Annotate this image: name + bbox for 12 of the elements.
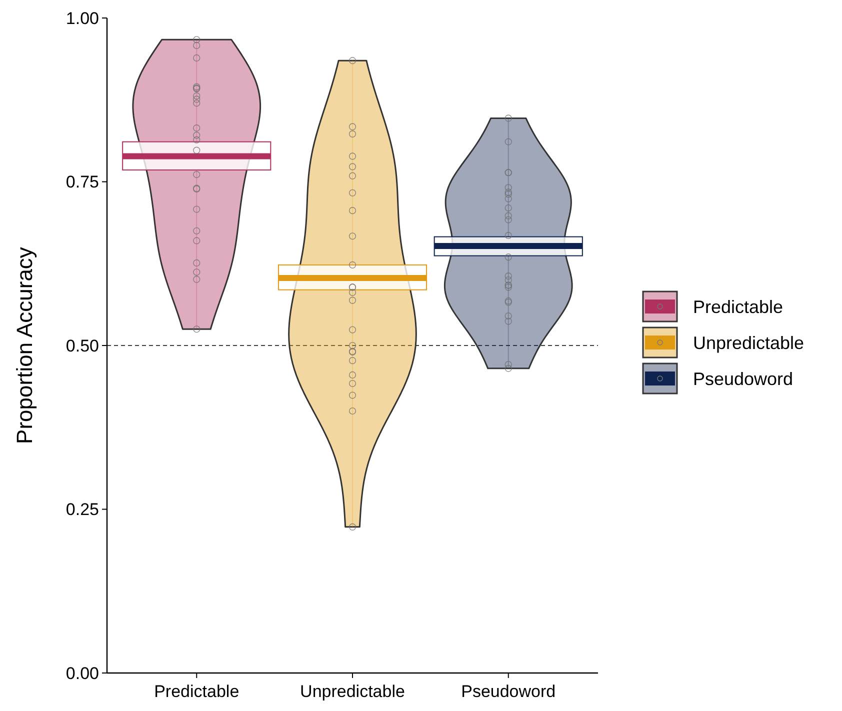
y-tick-label: 0.75 bbox=[66, 172, 99, 192]
y-tick-label: 0.00 bbox=[66, 664, 99, 683]
y-tick-label: 1.00 bbox=[66, 8, 99, 28]
y-tick-label: 0.50 bbox=[66, 336, 99, 356]
x-tick-label: Unpredictable bbox=[300, 682, 405, 701]
x-tick-label: Predictable bbox=[154, 682, 240, 701]
y-axis-title: Proportion Accuracy bbox=[12, 247, 37, 444]
legend-label: Unpredictable bbox=[693, 332, 804, 353]
x-tick-label: Pseudoword bbox=[461, 682, 556, 701]
legend-label: Predictable bbox=[693, 296, 784, 317]
legend-label: Pseudoword bbox=[693, 368, 794, 389]
y-tick-label: 0.25 bbox=[66, 500, 99, 520]
